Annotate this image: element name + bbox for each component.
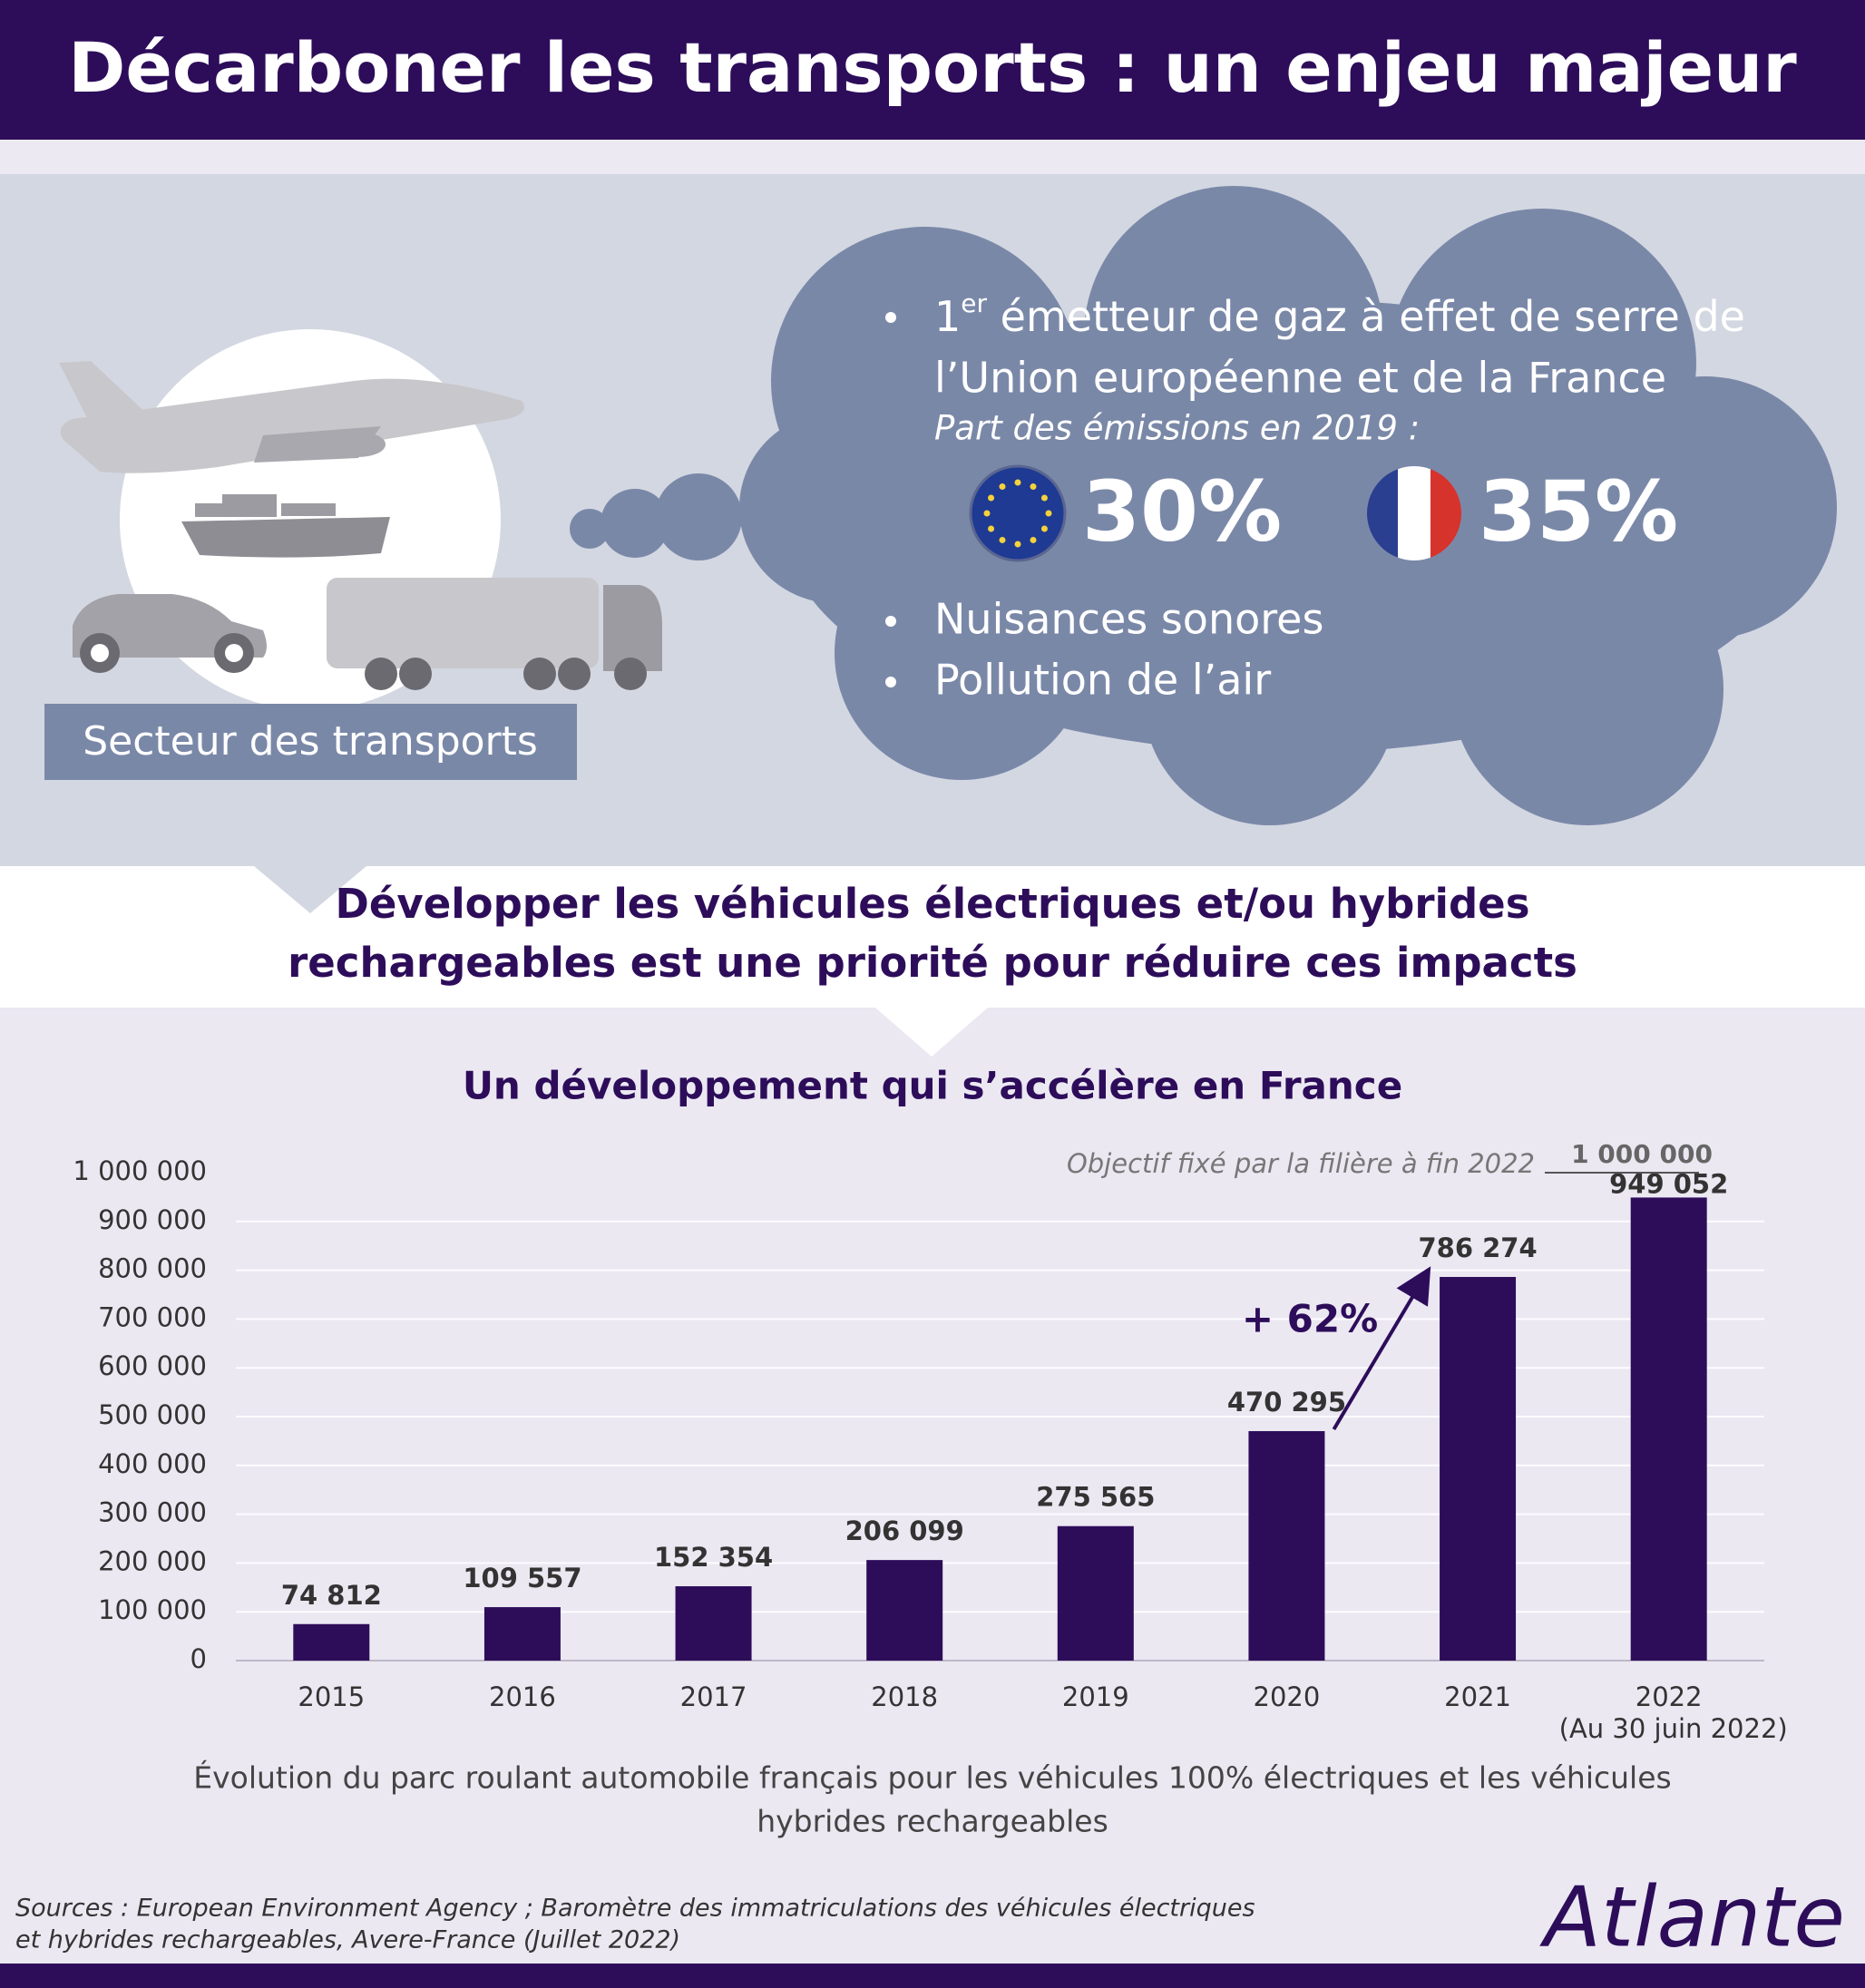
eu-star [1014,541,1021,548]
y-tick-label: 200 000 [98,1545,207,1576]
value-label: 949 052 [1609,1168,1728,1199]
value-label: 275 565 [1036,1482,1155,1513]
x-tick-label: 2015 [298,1681,365,1712]
chart-caption: hybrides rechargeables [757,1804,1108,1839]
ordinal: 1 [934,292,961,341]
eu-star [1040,525,1048,532]
banner-line: rechargeables est une priorité pour rédu… [288,939,1577,987]
y-tick-label: 800 000 [98,1253,207,1284]
growth-label: + 62% [1242,1297,1378,1341]
bar [1630,1197,1707,1661]
value-label: 470 295 [1227,1387,1346,1418]
value-label: 109 557 [463,1563,581,1593]
sector-banner [44,704,577,780]
eu-star [1014,479,1021,486]
eu-star [1030,536,1037,543]
eu-star [1045,510,1052,517]
growth-arrow [1332,1266,1431,1431]
x-tick-label: 2020 [1254,1681,1321,1712]
y-tick-label: 900 000 [98,1204,207,1235]
emissions-subtitle: Part des émissions en 2019 : [934,409,1420,448]
logo: Atlante [1539,1868,1845,1965]
x-tick-label: 2019 [1062,1681,1129,1712]
strip [0,140,1865,174]
cloud [570,186,1837,825]
bar-chart: 0 100 000 200 000 300 000 400 000 500 000 600 … [73,1139,1787,1839]
header-band [0,0,1865,140]
eu-star [983,510,991,517]
eu-star [1040,494,1048,502]
page-title: Décarboner les transports : un enjeu maj… [68,27,1797,108]
eu-star [999,536,1006,543]
eu-star [988,494,995,502]
x-tick-label: 2016 [489,1681,556,1712]
x-tick-label: 2017 [680,1681,747,1712]
x-tick-label: 2022 [1636,1681,1703,1712]
france-share: 35% [1479,463,1678,560]
value-label: 74 812 [281,1580,382,1611]
cloud-text: 1er émetteur de gaz à effet de serre de … [885,288,1745,705]
category-note: (Au 30 juin 2022) [1559,1713,1788,1744]
chart-caption: Évolution du parc roulant automobile fra… [193,1759,1671,1796]
bar [483,1607,561,1661]
y-tick-label: 1 000 000 [73,1155,207,1186]
eu-star [1030,483,1037,491]
bar [1248,1430,1325,1661]
y-tick-label: 400 000 [98,1448,207,1479]
y-tick-label: 100 000 [98,1594,207,1625]
bullet-1-line-2: l’Union européenne et de la France [934,354,1666,403]
target-text: Objectif fixé par la filière à fin 2022 [1067,1148,1535,1179]
bullet-1-line-1: 1er émetteur de gaz à effet de serre de [934,288,1745,341]
x-tick-label: 2021 [1444,1681,1511,1712]
y-tick-label: 300 000 [98,1497,207,1528]
target-label: 1 000 000 [1571,1139,1713,1169]
value-label: 206 099 [845,1515,964,1546]
bar [1057,1525,1134,1661]
chart-section [0,1008,1865,1964]
bullet-1-text: émetteur de gaz à effet de serre de [987,292,1745,341]
bar [866,1560,943,1661]
sector-label: Secteur des transports [83,718,538,765]
eu-star [999,483,1006,491]
eu-share: 30% [1082,463,1282,560]
vehicles [59,361,662,690]
bullet-2: Nuisances sonores [934,595,1323,644]
bullet-3: Pollution de l’air [934,656,1271,705]
sources: Sources : European Environment Agency ; … [15,1895,1255,1923]
france-flag [1367,466,1461,560]
x-tick-label: 2018 [871,1681,938,1712]
eu-flag [969,464,1067,562]
banner-line: Développer les véhicules électriques et/… [336,880,1530,928]
footer-band [0,1964,1865,1988]
ordinal-suffix: er [961,288,987,318]
y-tick-label: 500 000 [98,1399,207,1430]
y-tick-label: 600 000 [98,1350,207,1381]
chart-title: Un développement qui s’accélère en Franc… [463,1064,1402,1108]
pointer [254,866,366,913]
y-tick-label: 700 000 [98,1301,207,1332]
sources: et hybrides rechargeables, Avere-France … [15,1926,680,1954]
y-tick-label: 0 [190,1643,207,1674]
bar [1440,1276,1517,1661]
value-label: 786 274 [1418,1233,1537,1263]
bar [293,1623,370,1661]
eu-star [988,525,995,532]
value-label: 152 354 [654,1542,773,1573]
bar [675,1586,752,1661]
pointer [875,1008,988,1057]
